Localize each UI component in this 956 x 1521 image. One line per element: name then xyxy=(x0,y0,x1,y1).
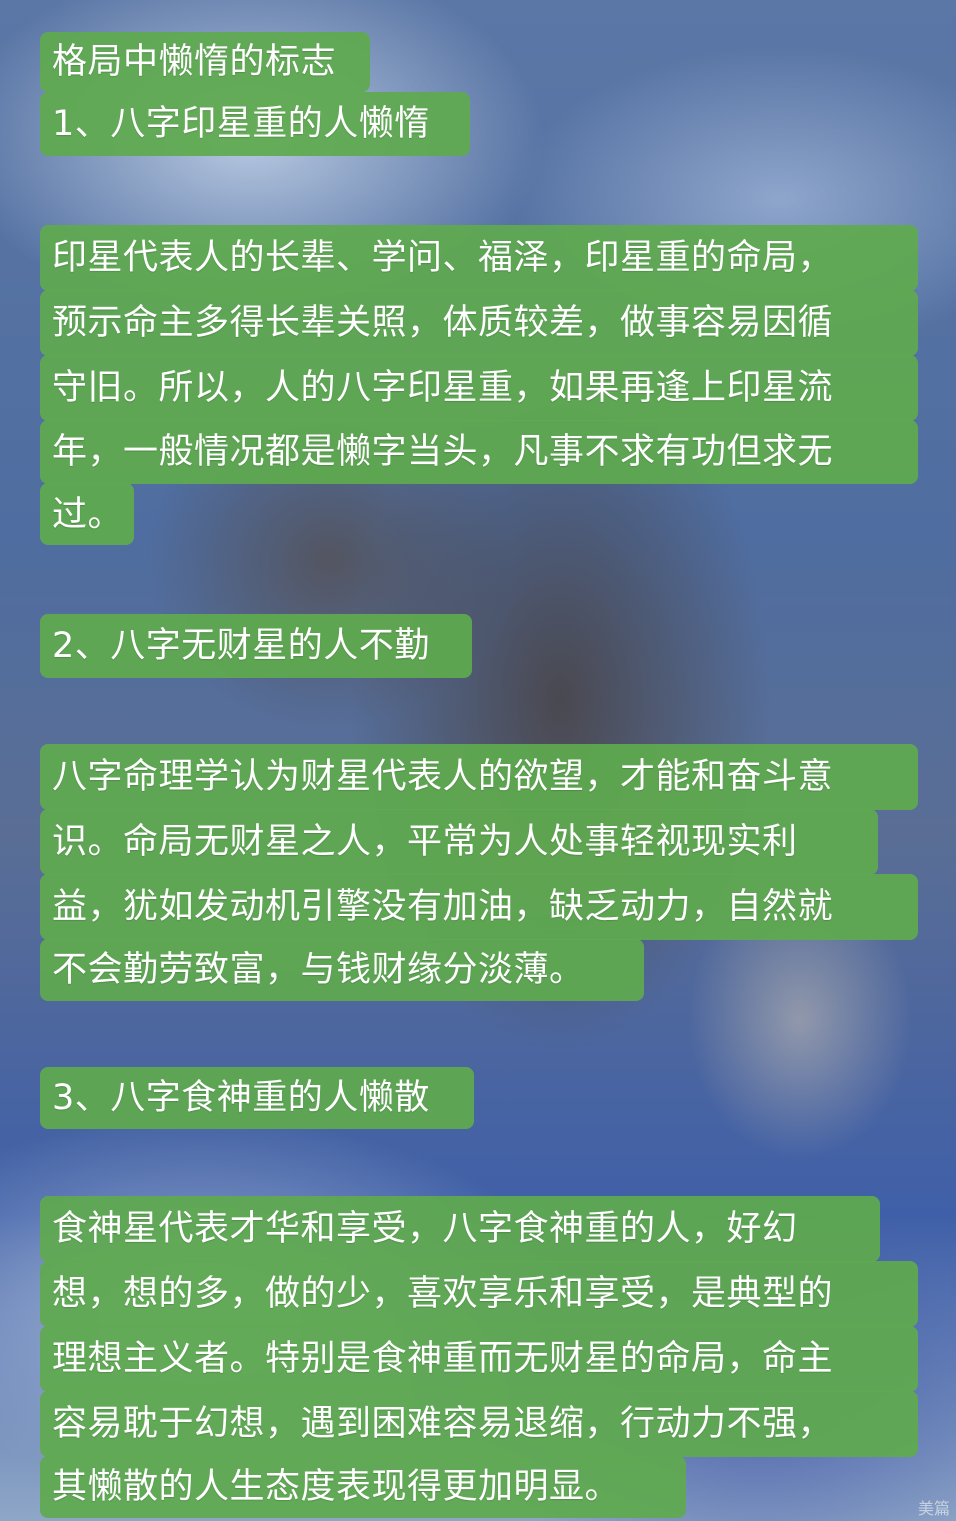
paragraph-3-line: 容易耽于幻想，遇到困难容易退缩，行动力不强， xyxy=(52,1404,834,1444)
highlight-para-1-line-1 xyxy=(40,225,918,291)
paragraph-1-line: 年，一般情况都是懒字当头，凡事不求有功但求无 xyxy=(52,432,834,472)
highlight-para-3-line-2 xyxy=(40,1261,918,1327)
highlight-para-1-line-2 xyxy=(40,290,918,356)
highlight-para-1-line-4 xyxy=(40,420,918,484)
highlight-para-2-line-4 xyxy=(40,939,644,1001)
highlight-para-1-line-3 xyxy=(40,355,918,421)
highlight-heading-3 xyxy=(40,1067,474,1129)
section-heading-2: 2、八字无财星的人不勤 xyxy=(52,626,430,666)
paragraph-2-line: 益，犹如发动机引擎没有加油，缺乏动力，自然就 xyxy=(52,887,834,927)
highlight-para-1-line-5 xyxy=(40,483,134,545)
paragraph-3-line: 理想主义者。特别是食神重而无财星的命局，命主 xyxy=(52,1339,834,1379)
highlight-title xyxy=(40,32,370,92)
highlight-para-2-line-3 xyxy=(40,874,918,940)
highlight-heading-1 xyxy=(40,92,470,156)
highlight-para-3-line-4 xyxy=(40,1391,918,1457)
highlight-para-3-line-5 xyxy=(40,1456,686,1518)
paragraph-1-line: 过。 xyxy=(52,495,124,535)
highlight-para-2-line-1 xyxy=(40,744,918,810)
highlight-para-2-line-2 xyxy=(40,809,878,875)
paragraph-3-line: 想，想的多，做的少，喜欢享乐和享受，是典型的 xyxy=(52,1274,834,1314)
highlight-para-3-line-3 xyxy=(40,1326,918,1392)
paragraph-2-line: 八字命理学认为财星代表人的欲望，才能和奋斗意 xyxy=(52,757,834,797)
paragraph-1-line: 预示命主多得长辈关照，体质较差，做事容易因循 xyxy=(52,303,834,343)
highlight-para-3-line-1 xyxy=(40,1196,880,1262)
page-title: 格局中懒惰的标志 xyxy=(52,42,337,82)
paragraph-1-line: 守旧。所以，人的八字印星重，如果再逢上印星流 xyxy=(52,368,834,408)
paragraph-3-line: 食神星代表才华和享受，八字食神重的人，好幻 xyxy=(52,1209,798,1249)
paragraph-2-line: 识。命局无财星之人，平常为人处事轻视现实利 xyxy=(52,822,798,862)
paragraph-1-line: 印星代表人的长辈、学问、福泽，印星重的命局， xyxy=(52,238,834,278)
section-heading-3: 3、八字食神重的人懒散 xyxy=(52,1078,430,1118)
paragraph-2-line: 不会勤劳致富，与钱财缘分淡薄。 xyxy=(52,950,585,990)
section-heading-1: 1、八字印星重的人懒惰 xyxy=(52,104,430,144)
highlight-heading-2 xyxy=(40,614,472,678)
paragraph-3-line: 其懒散的人生态度表现得更加明显。 xyxy=(52,1467,621,1507)
watermark: 美篇 xyxy=(917,1499,950,1518)
